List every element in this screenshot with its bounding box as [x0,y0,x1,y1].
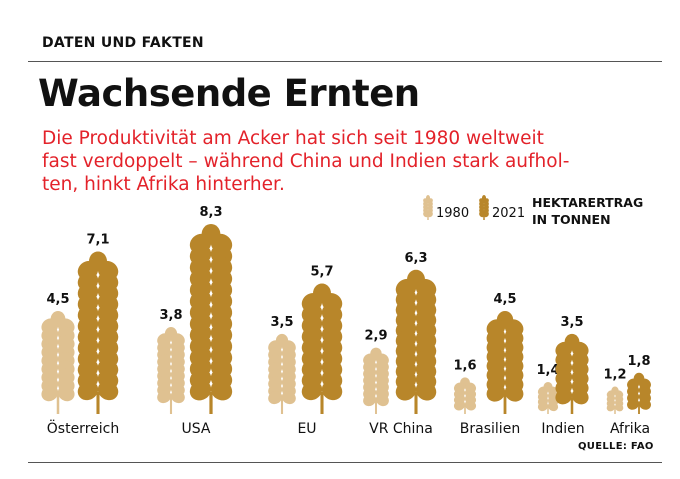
value-label-2021-4: 4,5 [493,292,516,307]
wheat-bar-1980-3 [363,347,389,414]
section-kicker: DATEN UND FAKTEN [42,35,204,51]
value-label-1980-0: 4,5 [46,292,69,307]
category-label-2: EU [297,421,316,437]
category-label-3: VR China [369,421,433,437]
subtitle-line-1: Die Produktivität am Acker hat sich seit… [42,128,544,149]
value-label-1980-3: 2,9 [364,329,387,344]
category-label-1: USA [182,421,211,437]
wheat-dark-icon [479,195,489,220]
wheat-bar-1980-6 [606,386,624,414]
wheat-bar-2021-3 [395,269,437,414]
value-label-1980-4: 1,6 [453,358,476,373]
value-label-2021-1: 8,3 [199,205,222,220]
wheat-bar-2021-2 [301,283,343,414]
category-label-6: Afrika [610,421,650,437]
wheat-bar-2021-0 [77,251,119,414]
unit-line-2: IN TONNEN [532,212,611,227]
category-label-4: Brasilien [460,421,520,437]
legend-label-1980: 1980 [436,206,470,221]
wheat-bar-1980-2 [268,333,296,414]
legend-wheat-dark [479,195,489,220]
value-label-1980-1: 3,8 [159,308,182,323]
value-label-2021-5: 3,5 [560,315,583,330]
legend-label-2021: 2021 [492,206,526,221]
wheat-bar-2021-6 [627,372,651,414]
value-label-1980-5: 1,4 [536,363,559,378]
unit-line-1: HEKTARERTRAG [532,195,644,210]
subtitle-line-2: fast verdoppelt – während China und Indi… [42,151,570,172]
value-label-2021-0: 7,1 [86,232,109,247]
value-label-1980-2: 3,5 [270,315,293,330]
wheat-light-icon [423,195,433,220]
legend-wheat-light [423,195,433,220]
bottom-divider [28,462,662,463]
wheat-bar-2021-5 [555,333,589,414]
chart-subtitle: Die Produktivität am Acker hat sich seit… [42,127,662,196]
top-divider [28,61,662,62]
category-label-0: Österreich [47,419,119,437]
wheat-bar-1980-1 [157,327,185,414]
source-note: QUELLE: FAO [578,441,654,452]
value-label-2021-3: 6,3 [404,251,427,266]
wheat-bar-1980-0 [41,310,75,414]
chart-title: Wachsende Ernten [38,72,420,115]
value-label-2021-6: 1,8 [627,354,650,369]
value-label-1980-6: 1,2 [603,368,626,383]
wheat-bar-1980-4 [453,377,477,414]
wheat-bar-2021-4 [486,310,524,414]
category-label-5: Indien [541,421,584,437]
value-label-2021-2: 5,7 [310,265,333,280]
unit-label: HEKTARERTRAG IN TONNEN [532,194,643,228]
subtitle-line-3: ten, hinkt Afrika hinterher. [42,174,285,195]
wheat-bar-2021-1 [189,224,233,414]
